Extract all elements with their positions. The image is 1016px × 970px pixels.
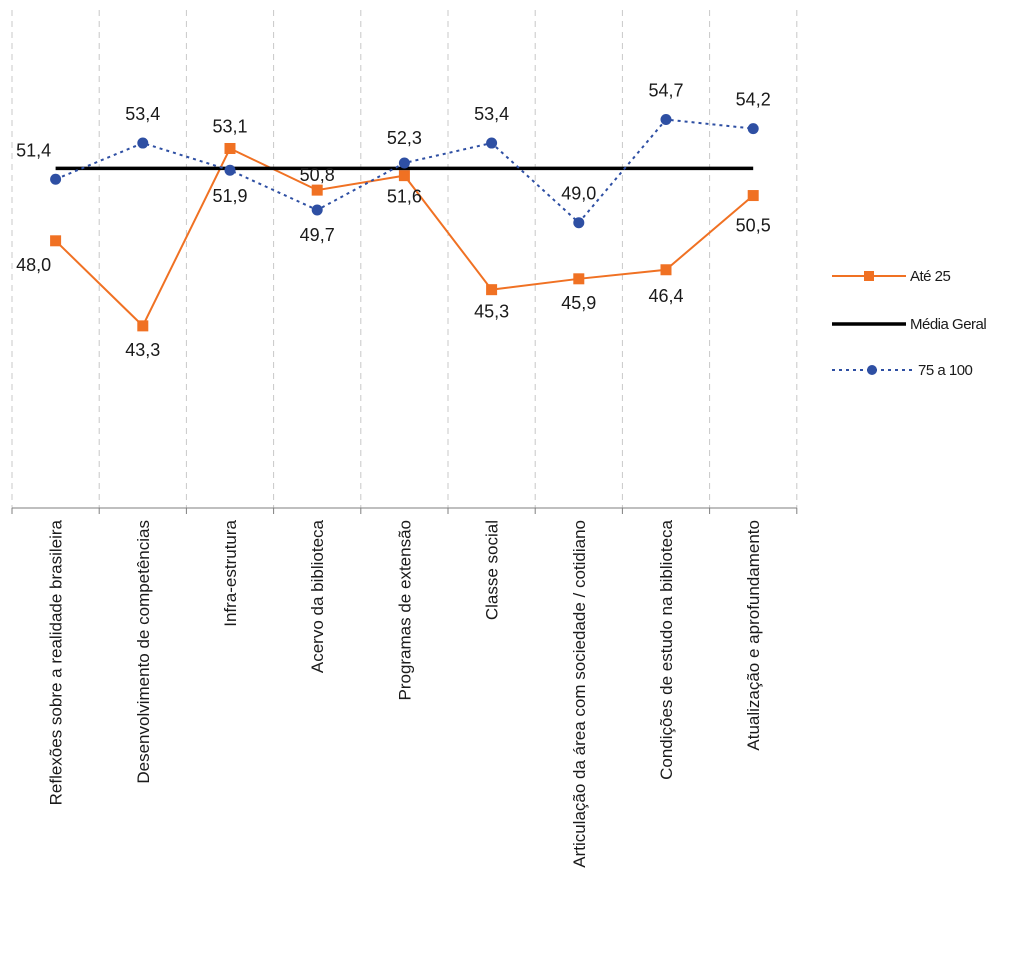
marker-75-a-100 xyxy=(398,157,410,169)
category-label: Condições de estudo na biblioteca xyxy=(657,519,676,779)
data-label-ate-25: 45,9 xyxy=(561,293,596,313)
category-label: Classe social xyxy=(483,520,502,620)
marker-75-a-100 xyxy=(311,204,323,216)
category-labels: Reflexões sobre a realidade brasileira De… xyxy=(47,519,764,867)
marker-ate-25 xyxy=(50,235,62,247)
data-label-75-a-100: 53,4 xyxy=(125,104,160,124)
category-label: Reflexões sobre a realidade brasileira xyxy=(47,519,66,805)
data-label-ate-25: 50,5 xyxy=(736,216,771,236)
data-label-ate-25: 53,1 xyxy=(212,116,247,136)
legend: Até 25 Média Geral 75 a 100 xyxy=(832,268,987,379)
category-label: Programas de extensão xyxy=(395,520,414,701)
marker-ate-25 xyxy=(398,170,410,182)
data-label-75-a-100: 54,2 xyxy=(736,90,771,110)
legend-marker-ate-25 xyxy=(864,271,874,281)
data-label-75-a-100: 51,4 xyxy=(16,140,51,160)
legend-marker-75-a-100 xyxy=(867,365,877,375)
marker-ate-25 xyxy=(660,264,672,276)
legend-label-75-a-100: 75 a 100 xyxy=(918,362,973,379)
data-label-ate-25: 51,6 xyxy=(387,187,422,207)
marker-75-a-100 xyxy=(747,123,759,135)
data-label-75-a-100: 53,4 xyxy=(474,104,509,124)
category-label: Desenvolvimento de competências xyxy=(134,520,153,784)
data-label-75-a-100: 51,9 xyxy=(212,186,247,206)
data-label-ate-25: 50,8 xyxy=(300,165,335,185)
category-label: Infra-estrutura xyxy=(221,519,240,626)
category-label: Articulação da área com sociedade / coti… xyxy=(570,520,589,868)
category-label: Atualização e aprofundamento xyxy=(744,520,763,751)
data-label-75-a-100: 49,7 xyxy=(300,225,335,245)
data-label-75-a-100: 52,3 xyxy=(387,128,422,148)
legend-label-ate-25: Até 25 xyxy=(910,268,951,285)
marker-ate-25 xyxy=(224,142,236,154)
data-label-ate-25: 46,4 xyxy=(648,286,683,306)
marker-75-a-100 xyxy=(224,164,236,176)
data-label-ate-25: 48,0 xyxy=(16,255,51,275)
marker-ate-25 xyxy=(137,320,149,332)
data-label-75-a-100: 49,0 xyxy=(561,184,596,204)
data-labels: 48,0 43,3 53,1 50,8 51,6 45,3 45,9 46,4 50,5 51,4… xyxy=(16,81,771,360)
marker-ate-25 xyxy=(311,184,323,196)
marker-75-a-100 xyxy=(137,137,149,149)
data-label-ate-25: 43,3 xyxy=(125,340,160,360)
marker-ate-25 xyxy=(573,273,585,285)
marker-75-a-100 xyxy=(486,137,498,149)
marker-75-a-100 xyxy=(660,114,672,126)
marker-ate-25 xyxy=(747,190,759,202)
legend-label-media-geral: Média Geral xyxy=(910,316,986,333)
marker-75-a-100 xyxy=(50,173,62,185)
category-label: Acervo da biblioteca xyxy=(308,519,327,673)
data-label-ate-25: 45,3 xyxy=(474,302,509,322)
series-layer xyxy=(50,114,759,332)
data-label-75-a-100: 54,7 xyxy=(648,81,683,101)
marker-75-a-100 xyxy=(573,217,585,229)
x-axis xyxy=(11,507,798,514)
marker-ate-25 xyxy=(486,284,498,296)
